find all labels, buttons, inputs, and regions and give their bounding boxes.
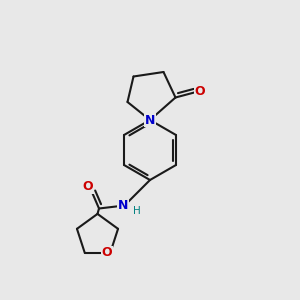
Text: O: O xyxy=(101,247,112,260)
Text: N: N xyxy=(145,113,155,127)
Text: H: H xyxy=(133,206,141,216)
Text: O: O xyxy=(82,180,93,193)
Text: N: N xyxy=(118,199,128,212)
Text: O: O xyxy=(194,85,205,98)
